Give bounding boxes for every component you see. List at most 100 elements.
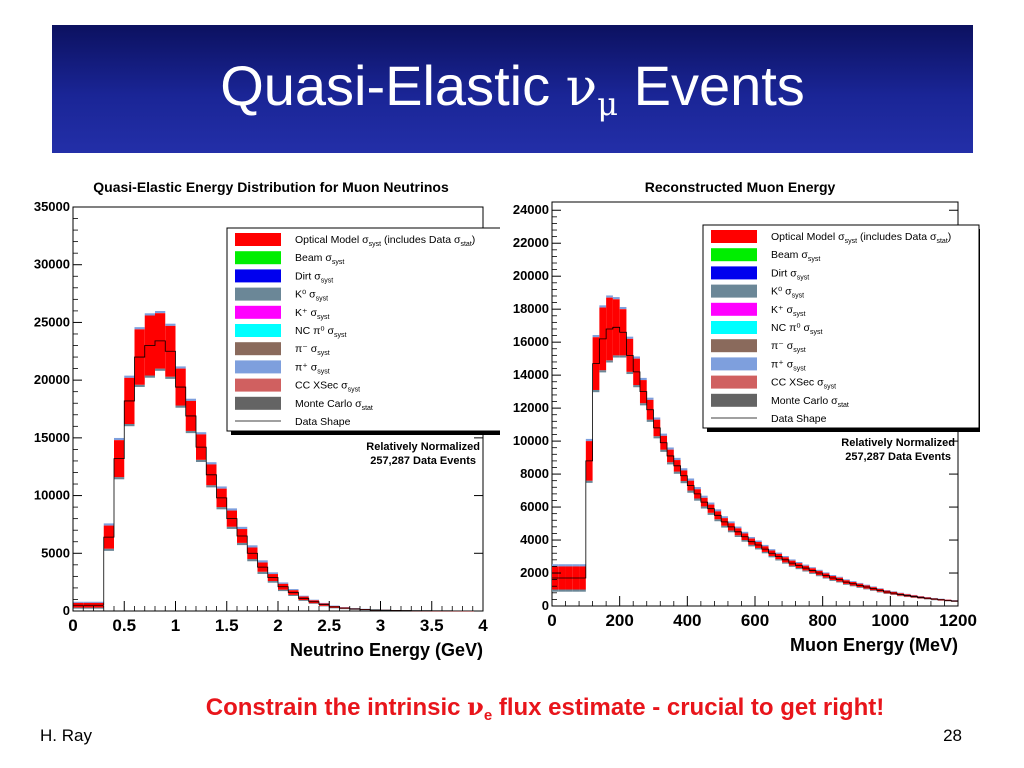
band-bin bbox=[606, 360, 613, 363]
y-axis: 0 5000 10000 15000 20000 25000 30000 35000 bbox=[34, 199, 483, 618]
band-bin bbox=[897, 595, 904, 597]
band-bin bbox=[727, 521, 735, 524]
band-bin bbox=[175, 366, 186, 369]
band-bin bbox=[883, 590, 891, 591]
x-tick-label: 1200 bbox=[939, 611, 977, 630]
band-bin bbox=[206, 485, 217, 488]
band-bin bbox=[579, 564, 586, 567]
y-tick-label: 20000 bbox=[34, 372, 70, 387]
legend-swatch bbox=[235, 251, 281, 265]
band-bin bbox=[257, 571, 268, 574]
band-bin bbox=[226, 526, 237, 529]
legend-swatch bbox=[235, 378, 281, 392]
band-bin bbox=[565, 589, 573, 592]
legend-label-text: K⁰ σ bbox=[771, 286, 792, 298]
band-bin bbox=[93, 607, 104, 609]
caption-suffix: flux estimate - crucial to get right! bbox=[492, 694, 885, 721]
legend-label-text: Dirt σ bbox=[295, 270, 321, 282]
band-bin bbox=[267, 580, 278, 583]
x-tick-label: 800 bbox=[808, 611, 836, 630]
legend-label-subscript: stat bbox=[838, 402, 849, 409]
legend-label: Dirt σsyst bbox=[771, 267, 809, 281]
band-bin bbox=[288, 594, 299, 596]
band-bin bbox=[237, 526, 248, 530]
legend-label-extra: (includes Data σ bbox=[381, 234, 461, 246]
x-axis-label: Neutrino Energy (GeV) bbox=[290, 640, 483, 660]
y-tick-label: 24000 bbox=[513, 202, 549, 217]
legend-label-text: π⁺ σ bbox=[771, 358, 794, 370]
legend-label: Optical Model σsyst (includes Data σstat… bbox=[771, 231, 951, 245]
chart-title: Reconstructed Muon Energy bbox=[645, 179, 836, 195]
band-bin bbox=[626, 371, 634, 375]
band-bin bbox=[836, 576, 843, 578]
band-bin bbox=[585, 480, 593, 483]
x-tick-label: 3 bbox=[376, 616, 385, 635]
title-nu-symbol: ν bbox=[565, 58, 598, 118]
band-bin bbox=[93, 601, 104, 603]
y-tick-label: 5000 bbox=[41, 545, 70, 560]
legend-swatch bbox=[235, 233, 281, 246]
legend-label: π⁺ σsyst bbox=[771, 358, 806, 372]
band-bin bbox=[599, 305, 607, 308]
y-tick-label: 6000 bbox=[520, 499, 549, 514]
legend-label-subscript: syst bbox=[793, 365, 806, 372]
band-bin bbox=[216, 486, 227, 489]
band-bin bbox=[552, 564, 559, 567]
legend-swatch bbox=[235, 287, 281, 301]
band-bin bbox=[633, 385, 640, 388]
band-bin bbox=[552, 589, 559, 592]
band-bin bbox=[298, 600, 309, 601]
band-bin bbox=[687, 490, 695, 493]
band-bin bbox=[721, 525, 728, 528]
data-shape-line bbox=[552, 326, 959, 606]
y-tick-label: 4000 bbox=[520, 532, 549, 547]
normalization-note-line2: 257,287 Data Events bbox=[370, 455, 476, 467]
slide-title: Quasi-Elastic νμ Events bbox=[52, 53, 973, 123]
title-prefix: Quasi-Elastic bbox=[220, 54, 566, 117]
band-bin bbox=[572, 564, 580, 567]
legend-label-subscript: syst bbox=[810, 329, 823, 336]
title-suffix: Events bbox=[618, 54, 805, 117]
legend-label-subscript: syst bbox=[348, 387, 361, 394]
legend-label-subscript: syst bbox=[317, 314, 330, 321]
legend-label: π⁺ σsyst bbox=[295, 361, 330, 375]
x-tick-label: 600 bbox=[741, 611, 769, 630]
band-bin bbox=[822, 577, 830, 579]
band-bin bbox=[741, 540, 749, 542]
band-bin bbox=[680, 468, 688, 471]
x-tick-label: 1.5 bbox=[215, 616, 239, 635]
band-bin bbox=[572, 589, 580, 592]
y-tick-label: 10000 bbox=[34, 488, 70, 503]
legend-label-subscript: syst bbox=[317, 350, 330, 357]
y-tick-label: 15000 bbox=[34, 430, 70, 445]
legend-label-text: NC π⁰ σ bbox=[771, 322, 810, 334]
band-bin bbox=[903, 596, 911, 598]
band-bin bbox=[897, 592, 904, 594]
legend-label-extra-subscript: stat bbox=[936, 238, 947, 245]
legend-label: NC π⁰ σsyst bbox=[295, 325, 346, 339]
band-bin bbox=[124, 424, 135, 427]
band-bin bbox=[761, 551, 769, 554]
band-bin bbox=[606, 295, 613, 298]
band-bin bbox=[829, 574, 837, 576]
band-bin bbox=[795, 567, 803, 570]
band-bin bbox=[124, 375, 135, 378]
legend-label-subscript: syst bbox=[797, 274, 810, 281]
legend-label: CC XSec σsyst bbox=[295, 380, 360, 394]
band-bin bbox=[646, 397, 654, 400]
band-bin bbox=[849, 581, 857, 583]
band-bin bbox=[755, 547, 762, 550]
x-tick-label: 200 bbox=[605, 611, 633, 630]
caption-nu-symbol: ν bbox=[467, 692, 484, 721]
legend-label: π⁻ σsyst bbox=[295, 343, 330, 357]
x-tick-label: 4 bbox=[478, 616, 488, 635]
legend-label-extra: (includes Data σ bbox=[857, 231, 937, 243]
x-tick-label: 0 bbox=[68, 616, 77, 635]
band-bin bbox=[782, 555, 789, 558]
band-bin bbox=[856, 587, 864, 588]
band-bin bbox=[592, 389, 600, 393]
y-tick-label: 10000 bbox=[513, 433, 549, 448]
band-bin bbox=[822, 572, 830, 574]
legend-label-text: Beam σ bbox=[295, 252, 332, 264]
x-tick-label: 400 bbox=[673, 611, 701, 630]
